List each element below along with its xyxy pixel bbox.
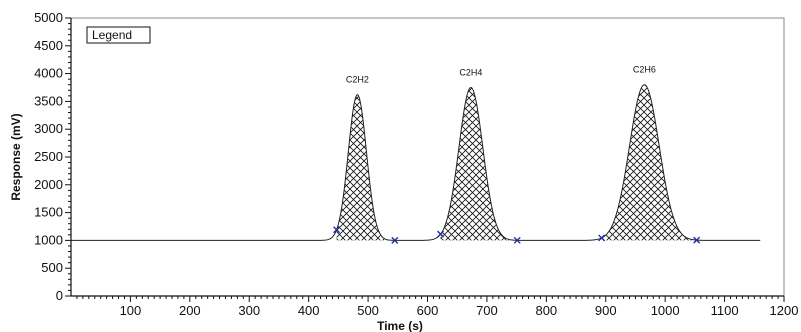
x-tick-label: 1100 [711,303,739,318]
legend-box[interactable]: Legend [86,26,151,44]
peaks-layer [336,84,697,241]
integration-markers [333,226,701,244]
peak-start-marker [437,230,445,238]
x-tick-label: 300 [238,303,260,318]
y-tick-label: 1500 [34,205,63,220]
peak-labels: C2H2 C2H4 C2H6 [346,65,656,85]
y-axis-title: Response (mV) [9,113,23,200]
x-tick-label: 700 [476,303,498,318]
y-tick-label: 4500 [34,38,63,53]
x-tick-label: 900 [595,303,617,318]
signal-line [71,84,761,241]
legend-label: Legend [92,28,132,42]
x-axis: 100 200 300 400 500 600 700 800 900 1000 1100 1200 [71,295,799,318]
peak-end-marker [513,236,521,244]
y-tick-label: 0 [56,288,63,303]
y-axis: 0 500 1000 1500 2000 2500 3000 3500 4000 4500 5000 [34,10,72,303]
y-tick-label: 3000 [34,121,63,136]
peak-label-c2h6: C2H6 [633,65,656,75]
y-tick-label: 5000 [34,10,63,25]
plot-frame [70,17,785,297]
y-tick-label: 2500 [34,149,63,164]
y-tick-label: 2000 [34,177,63,192]
peak-end-marker [391,236,399,244]
x-tick-label: 800 [535,303,557,318]
peak-end-marker [693,236,701,244]
x-tick-label: 600 [417,303,439,318]
x-tick-label: 1000 [651,303,680,318]
x-tick-label: 200 [179,303,201,318]
x-tick-label: 500 [357,303,379,318]
peak-start-marker [333,226,341,234]
peak-area-c2h4 [440,87,518,241]
peak-label-c2h4: C2H4 [459,68,482,78]
peak-area-c2h6 [601,84,697,241]
x-tick-label: 400 [298,303,320,318]
y-tick-label: 3500 [34,93,63,108]
x-axis-title: Time (s) [377,319,423,332]
peak-label-c2h2: C2H2 [346,75,369,85]
y-tick-label: 1000 [34,232,63,247]
peak-area-c2h2 [336,94,395,241]
y-tick-label: 4000 [34,66,63,81]
peak-start-marker [598,234,606,242]
x-tick-label: 1200 [770,303,799,318]
x-tick-label: 100 [120,303,142,318]
y-tick-label: 500 [41,260,63,275]
